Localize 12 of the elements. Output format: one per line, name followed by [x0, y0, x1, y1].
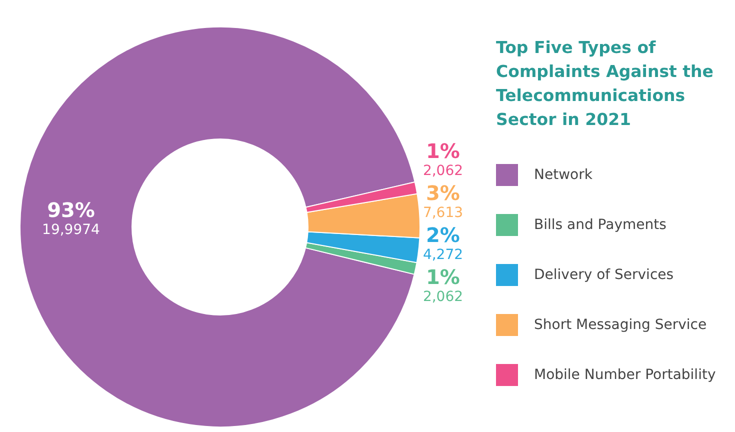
data-label: 1% 2,062 [422, 138, 464, 179]
data-label: 3% 7,613 [422, 180, 464, 221]
text: Top Five Types of Complaints Against the Telecommunications Sector in 2021 [496, 37, 714, 131]
data-label: 93% 19,9974 [42, 198, 100, 238]
legend-label: Delivery of Services [534, 267, 674, 283]
donut-slice [20, 26, 416, 428]
data-label: 2% 4,272 [422, 222, 464, 263]
legend-label: Bills and Payments [534, 217, 666, 233]
legend-label: Mobile Number Portability [534, 367, 716, 383]
legend-label: Short Messaging Service [534, 317, 707, 333]
data-label: 1% 2,062 [422, 264, 464, 305]
legend-label: Network [534, 167, 592, 183]
